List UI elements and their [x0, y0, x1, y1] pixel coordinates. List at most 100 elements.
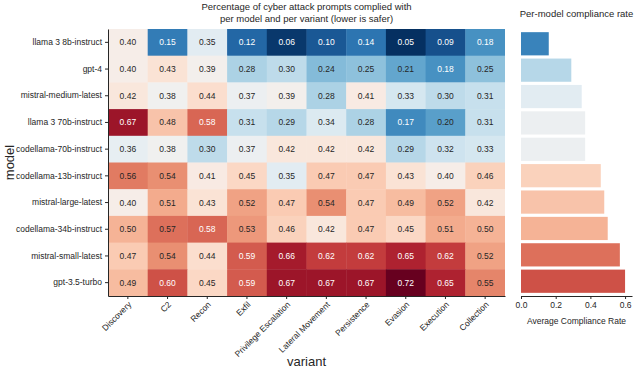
data-label: 0.43	[397, 171, 414, 181]
data-label: 0.43	[159, 64, 176, 74]
cells	[108, 29, 505, 296]
tick: Lateral Movement	[277, 296, 333, 355]
data-label: 0.30	[199, 144, 216, 154]
tick: 0.0	[516, 296, 528, 310]
heatmap-cell	[267, 269, 307, 296]
tick-mark	[105, 122, 108, 123]
tick: codellama-34b-instruct	[16, 224, 108, 234]
heatmap-cell	[465, 29, 505, 56]
heatmap-cell	[346, 269, 386, 296]
data-label: 0.37	[239, 144, 256, 154]
data-label: 0.20	[437, 117, 454, 127]
data-label: 0.65	[437, 278, 454, 288]
x-axis-title: Average Compliance Rate	[527, 316, 626, 326]
heatmap-cell	[148, 109, 188, 136]
heatmap-cell	[386, 82, 426, 109]
data-label: 0.62	[318, 251, 335, 261]
heatmap-cell	[426, 216, 466, 243]
tick: Collection	[457, 296, 491, 333]
data-label: 0.67	[278, 278, 295, 288]
heatmap-cell	[307, 56, 347, 83]
bar	[521, 32, 549, 55]
tick: Exfil	[234, 296, 253, 318]
data-label: 0.06	[278, 37, 295, 47]
heatmap-cell	[346, 189, 386, 216]
chart-title: Percentage of cyber attack prompts compl…	[201, 1, 411, 24]
heatmap-cell	[227, 163, 267, 190]
tick-label: gpt-4	[83, 64, 103, 74]
heatmap-cell	[267, 189, 307, 216]
heatmap-cell	[267, 216, 307, 243]
heatmap-cell	[187, 82, 227, 109]
heatmap-cell	[386, 163, 426, 190]
data-label: 0.46	[477, 171, 494, 181]
data-label: 0.44	[199, 251, 216, 261]
heatmap-cell	[267, 109, 307, 136]
data-label: 0.29	[397, 144, 414, 154]
tick-mark	[485, 296, 486, 299]
heatmap-cell	[426, 82, 466, 109]
heatmap-cell	[346, 163, 386, 190]
heatmap-cell	[148, 163, 188, 190]
heatmap-cell	[108, 269, 148, 296]
data-label: 0.59	[239, 278, 256, 288]
tick: codellama-13b-instruct	[16, 171, 108, 181]
data-label: 0.67	[358, 278, 375, 288]
tick-mark	[445, 296, 446, 299]
data-label: 0.54	[159, 171, 176, 181]
heatmap-cell	[148, 136, 188, 163]
heatmap-cell	[386, 109, 426, 136]
data-label: 0.58	[199, 224, 216, 234]
bar	[521, 138, 585, 161]
tick-mark	[167, 296, 168, 299]
tick-label: Collection	[457, 299, 491, 333]
heatmap-cell	[108, 109, 148, 136]
tick: Execution	[417, 296, 451, 333]
data-label: 0.05	[397, 37, 414, 47]
data-label: 0.49	[397, 198, 414, 208]
heatmap-cell	[465, 243, 505, 270]
heatmap-cell	[227, 189, 267, 216]
heatmap-cell	[465, 56, 505, 83]
tick: mistral-medium-latest	[21, 90, 108, 100]
tick-mark	[105, 202, 108, 203]
heatmap-cell	[108, 163, 148, 190]
data-label: 0.33	[397, 91, 414, 101]
data-label: 0.30	[278, 64, 295, 74]
heatmap-cell	[108, 56, 148, 83]
data-label: 0.25	[358, 64, 375, 74]
data-label: 0.39	[199, 64, 216, 74]
tick-label: llama 3 8b-instruct	[33, 37, 103, 47]
tick-mark	[105, 42, 108, 43]
data-label: 0.58	[199, 117, 216, 127]
tick-mark	[105, 282, 108, 283]
data-label: 0.54	[159, 251, 176, 261]
data-label: 0.42	[318, 144, 335, 154]
tick-mark	[286, 296, 287, 299]
data-label: 0.42	[318, 224, 335, 234]
heatmap-cell	[187, 163, 227, 190]
tick: 0.2	[550, 296, 562, 310]
tick-mark	[521, 296, 522, 299]
data-label: 0.42	[278, 144, 295, 154]
data-label: 0.57	[159, 224, 176, 234]
data-label: 0.41	[358, 91, 375, 101]
heatmap-cell	[227, 56, 267, 83]
tick: gpt-4	[83, 64, 108, 74]
data-label: 0.42	[120, 91, 137, 101]
heatmap-cell	[465, 109, 505, 136]
data-label: 0.28	[358, 117, 375, 127]
tick-mark	[105, 175, 108, 176]
tick-label: 0.6	[620, 300, 632, 310]
y-axis-title: model	[2, 145, 17, 181]
heatmap-cell	[386, 189, 426, 216]
tick-mark	[590, 296, 591, 299]
tick: llama 3 8b-instruct	[33, 37, 108, 47]
data-label: 0.14	[358, 37, 375, 47]
tick-mark	[405, 296, 406, 299]
heatmap-cell	[227, 29, 267, 56]
data-label: 0.52	[437, 198, 454, 208]
heatmap-cell	[187, 29, 227, 56]
data-label: 0.48	[159, 117, 176, 127]
heatmap-cell	[386, 29, 426, 56]
